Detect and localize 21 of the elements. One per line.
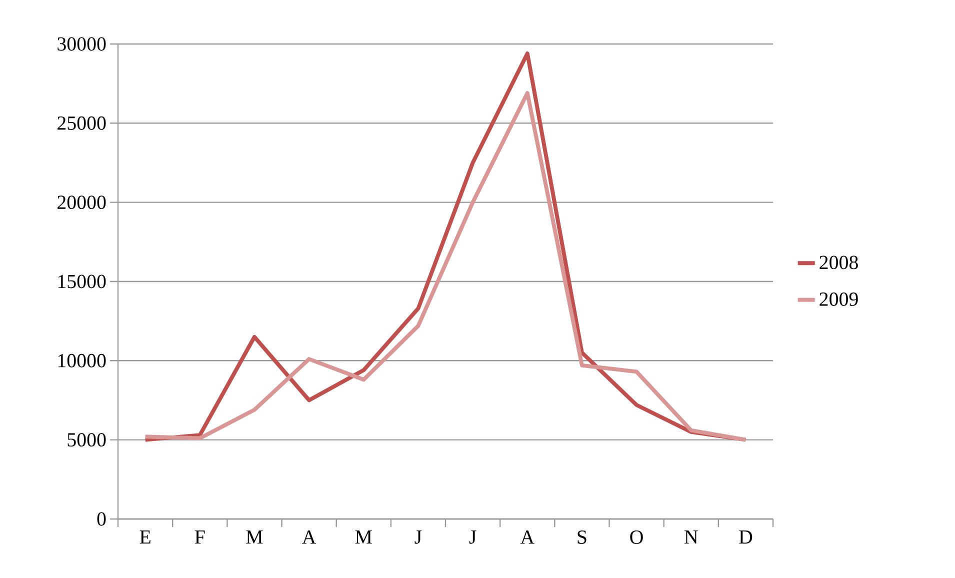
- x-tick-label: M: [246, 530, 263, 544]
- x-tick-label: J: [414, 530, 422, 544]
- x-tick-label: O: [630, 530, 643, 544]
- y-tick-label: 10000: [58, 354, 106, 368]
- x-tick-label: M: [355, 530, 372, 544]
- y-tick-label: 0: [97, 512, 106, 526]
- legend-label: 2009: [820, 292, 858, 306]
- y-tick-label: 25000: [58, 116, 106, 130]
- x-tick-label: A: [520, 530, 534, 544]
- x-tick-label: A: [302, 530, 316, 544]
- y-tick-label: 5000: [68, 433, 106, 447]
- y-tick-label: 15000: [58, 274, 106, 288]
- x-tick-label: E: [140, 530, 150, 544]
- legend-label: 2008: [820, 256, 858, 270]
- x-tick-label: J: [469, 530, 476, 544]
- x-tick-label: N: [684, 530, 698, 544]
- x-tick-label: S: [578, 530, 586, 544]
- x-tick-label: F: [194, 530, 205, 544]
- y-tick-label: 20000: [58, 196, 106, 210]
- y-tick-label: 30000: [58, 37, 106, 51]
- x-tick-label: D: [739, 530, 752, 544]
